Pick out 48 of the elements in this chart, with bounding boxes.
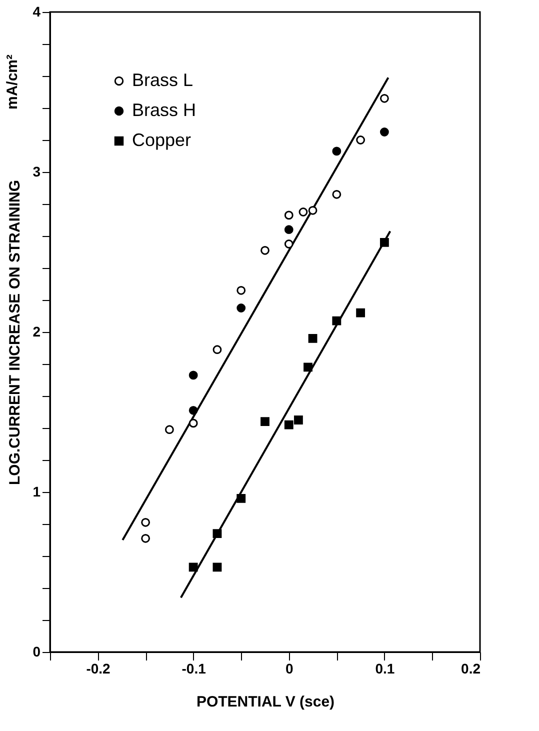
text: mA/cm² [4, 54, 21, 110]
legend-label: Brass L [132, 70, 194, 90]
point [236, 286, 246, 295]
point [332, 316, 342, 326]
point [212, 529, 222, 538]
point [284, 210, 294, 220]
point [304, 362, 312, 372]
point [284, 225, 294, 234]
point [188, 418, 198, 428]
point [332, 146, 342, 156]
y-axis-title: LOG.CURRENT INCREASE ON STRAINING [6, 180, 24, 486]
legend-label: Copper [132, 130, 192, 150]
x-tick-label: -0.2 [86, 660, 111, 676]
point [260, 417, 270, 426]
point [188, 562, 198, 572]
point [212, 345, 222, 354]
point [298, 208, 308, 216]
legend-label: Brass H [132, 100, 196, 120]
x-tick-label: 0.1 [375, 660, 395, 676]
x-axis-title: POTENTIAL V (sce) [196, 694, 335, 710]
y-tick-label: 1 [32, 484, 41, 500]
point [260, 246, 270, 255]
point [356, 308, 366, 318]
x-tick-label: 0 [285, 660, 294, 676]
point [188, 406, 198, 415]
point [284, 240, 294, 248]
point [380, 94, 389, 103]
point [236, 304, 246, 312]
point [380, 238, 389, 247]
point [188, 370, 198, 380]
point [236, 494, 246, 503]
point [164, 425, 174, 434]
x-tick-label: -0.1 [182, 660, 206, 676]
point [356, 136, 366, 144]
y-tick-label: 0 [32, 644, 41, 660]
x-tick-label: 0.2 [461, 660, 481, 676]
point [141, 518, 150, 527]
point [294, 416, 303, 424]
y-tick-label: 3 [32, 164, 41, 180]
y-tick-label: 4 [32, 4, 41, 20]
point [284, 420, 294, 430]
point [380, 128, 389, 136]
point [212, 562, 222, 572]
point [308, 334, 318, 343]
y-tick-label: 2 [32, 324, 41, 340]
point [308, 206, 318, 215]
point [332, 190, 342, 199]
point [141, 534, 150, 543]
